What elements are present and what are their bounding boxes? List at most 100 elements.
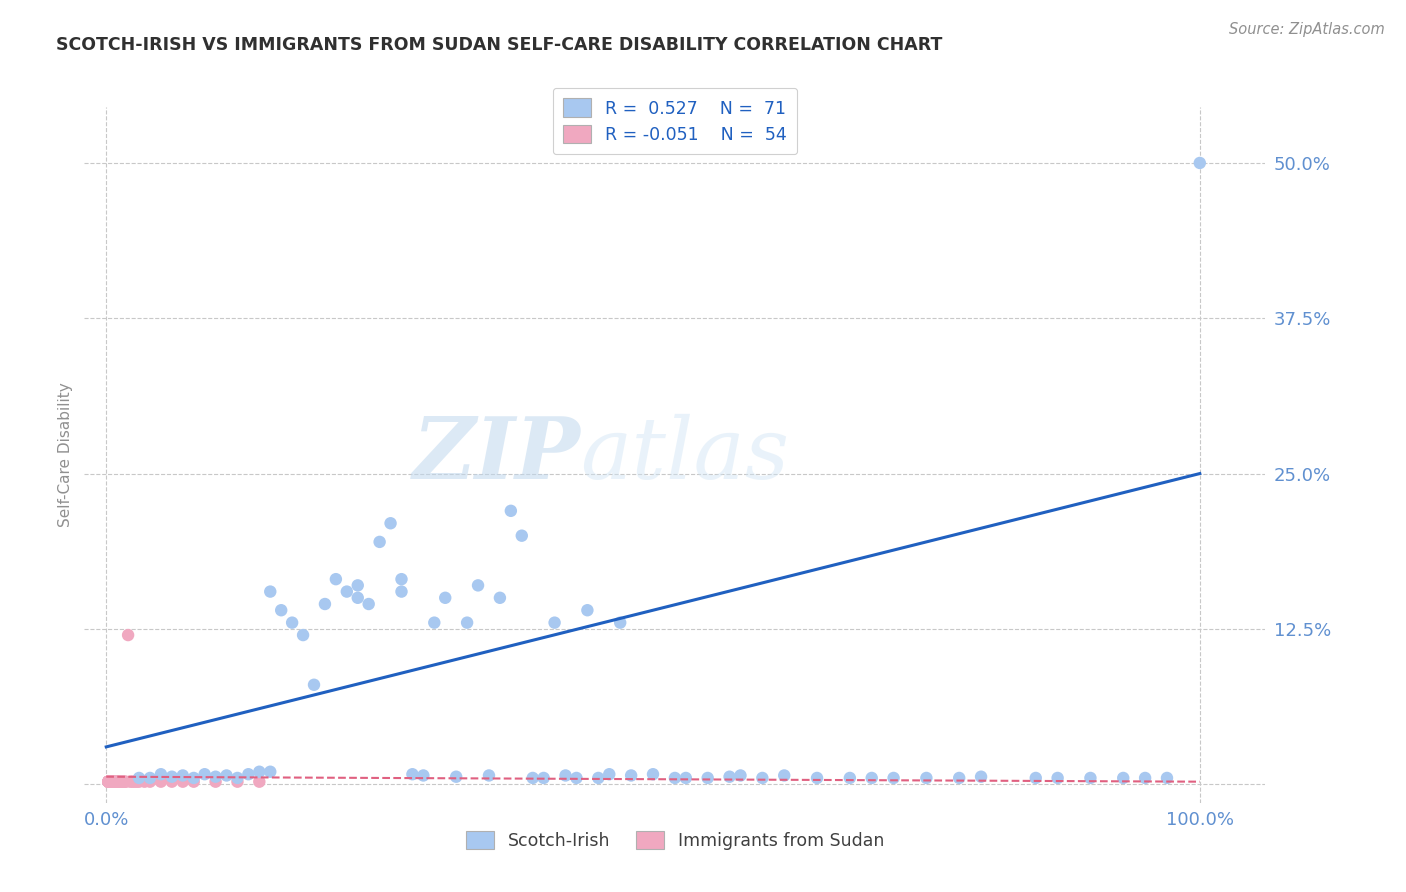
Point bbox=[128, 771, 150, 785]
Point bbox=[98, 774, 121, 789]
Point bbox=[226, 771, 249, 785]
Point bbox=[97, 774, 120, 789]
Point bbox=[101, 774, 124, 789]
Point bbox=[456, 615, 478, 630]
Point bbox=[215, 768, 238, 782]
Point bbox=[160, 770, 183, 784]
Point bbox=[101, 774, 124, 789]
Point bbox=[183, 771, 205, 785]
Point bbox=[105, 774, 128, 789]
Point bbox=[314, 597, 336, 611]
Point bbox=[696, 771, 718, 785]
Point bbox=[128, 774, 150, 789]
Point bbox=[149, 774, 172, 789]
Point bbox=[1156, 771, 1178, 785]
Point bbox=[620, 768, 643, 782]
Point bbox=[533, 771, 555, 785]
Point bbox=[124, 774, 146, 789]
Point bbox=[270, 603, 292, 617]
Point bbox=[100, 774, 122, 789]
Point bbox=[565, 771, 588, 785]
Point bbox=[478, 768, 501, 782]
Point bbox=[100, 774, 122, 789]
Point bbox=[588, 771, 610, 785]
Text: Source: ZipAtlas.com: Source: ZipAtlas.com bbox=[1229, 22, 1385, 37]
Point bbox=[915, 771, 938, 785]
Point bbox=[773, 768, 796, 782]
Point bbox=[238, 767, 260, 781]
Point bbox=[1046, 771, 1069, 785]
Point bbox=[98, 774, 121, 789]
Point bbox=[467, 578, 489, 592]
Point bbox=[391, 572, 413, 586]
Point bbox=[346, 578, 368, 592]
Point bbox=[117, 628, 139, 642]
Point bbox=[554, 768, 576, 782]
Y-axis label: Self-Care Disability: Self-Care Disability bbox=[58, 383, 73, 527]
Point bbox=[1188, 156, 1211, 170]
Point bbox=[204, 774, 226, 789]
Point bbox=[120, 774, 142, 789]
Point bbox=[204, 770, 226, 784]
Point bbox=[160, 774, 183, 789]
Point bbox=[444, 770, 467, 784]
Point bbox=[100, 774, 122, 789]
Point bbox=[105, 774, 128, 789]
Point bbox=[499, 504, 522, 518]
Point bbox=[336, 584, 359, 599]
Point bbox=[510, 529, 533, 543]
Point bbox=[730, 768, 752, 782]
Point bbox=[489, 591, 512, 605]
Point bbox=[97, 774, 120, 789]
Point bbox=[103, 774, 125, 789]
Point bbox=[860, 771, 883, 785]
Point bbox=[838, 771, 860, 785]
Point bbox=[104, 774, 127, 789]
Point bbox=[1133, 771, 1156, 785]
Point bbox=[125, 774, 148, 789]
Point bbox=[522, 771, 544, 785]
Point bbox=[172, 774, 194, 789]
Point bbox=[183, 774, 205, 789]
Point bbox=[292, 628, 315, 642]
Point bbox=[194, 767, 217, 781]
Point bbox=[302, 678, 325, 692]
Point bbox=[149, 767, 172, 781]
Point bbox=[110, 774, 132, 789]
Point bbox=[226, 774, 249, 789]
Point bbox=[576, 603, 599, 617]
Point bbox=[100, 774, 122, 789]
Point bbox=[172, 768, 194, 782]
Point bbox=[1112, 771, 1135, 785]
Point bbox=[675, 771, 697, 785]
Point bbox=[423, 615, 446, 630]
Point bbox=[391, 584, 413, 599]
Point bbox=[718, 770, 741, 784]
Point bbox=[412, 768, 434, 782]
Point bbox=[401, 767, 423, 781]
Point bbox=[281, 615, 304, 630]
Point bbox=[100, 774, 122, 789]
Point bbox=[609, 615, 631, 630]
Point bbox=[259, 764, 281, 779]
Point bbox=[98, 774, 121, 789]
Point bbox=[97, 774, 120, 789]
Point bbox=[380, 516, 402, 531]
Point bbox=[114, 774, 136, 789]
Point bbox=[664, 771, 686, 785]
Point bbox=[108, 774, 131, 789]
Point bbox=[104, 774, 127, 789]
Point bbox=[751, 771, 773, 785]
Point bbox=[97, 774, 120, 789]
Point bbox=[357, 597, 380, 611]
Point bbox=[134, 774, 156, 789]
Point bbox=[598, 767, 620, 781]
Point bbox=[97, 774, 120, 789]
Point bbox=[641, 767, 664, 781]
Point bbox=[970, 770, 993, 784]
Point bbox=[115, 774, 138, 789]
Point bbox=[543, 615, 565, 630]
Text: SCOTCH-IRISH VS IMMIGRANTS FROM SUDAN SELF-CARE DISABILITY CORRELATION CHART: SCOTCH-IRISH VS IMMIGRANTS FROM SUDAN SE… bbox=[56, 36, 942, 54]
Point bbox=[97, 774, 120, 789]
Point bbox=[100, 774, 122, 789]
